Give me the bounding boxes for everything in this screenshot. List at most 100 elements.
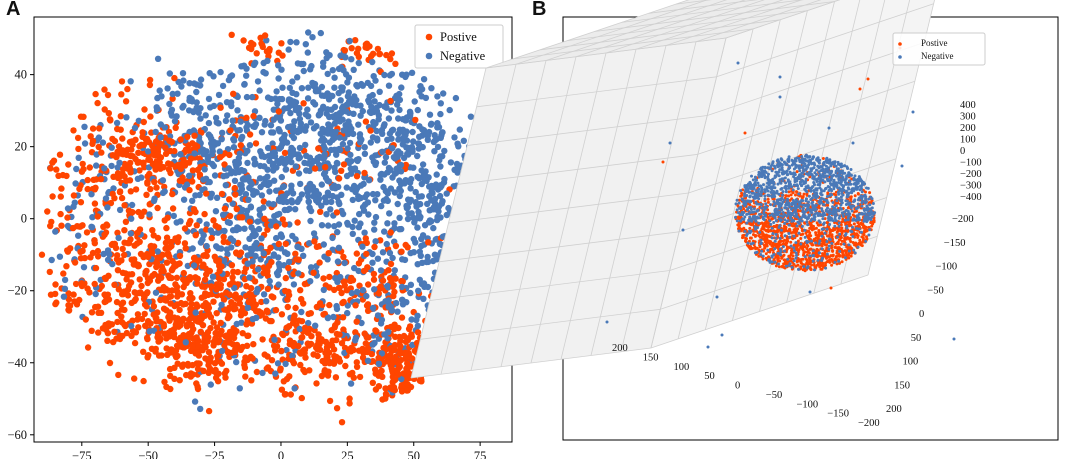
point-negative xyxy=(168,106,176,114)
point-positive xyxy=(78,168,86,175)
point-negative xyxy=(388,127,396,134)
point-positive xyxy=(167,161,175,168)
point-negative xyxy=(287,38,294,46)
point-negative xyxy=(218,301,225,308)
point-positive xyxy=(89,125,97,132)
y-tick-label: −60 xyxy=(7,428,27,442)
point-positive xyxy=(812,224,815,228)
point-positive xyxy=(84,285,91,292)
point-positive xyxy=(197,328,204,335)
point-positive xyxy=(390,359,397,366)
point-negative xyxy=(331,74,338,81)
point-negative xyxy=(439,198,446,205)
point-negative xyxy=(352,188,359,196)
point-positive xyxy=(402,338,410,345)
point-negative xyxy=(415,287,422,294)
point-positive xyxy=(763,246,767,250)
point-positive xyxy=(74,134,82,142)
point-negative xyxy=(431,183,439,191)
point-positive xyxy=(234,268,241,276)
point-positive xyxy=(400,370,407,377)
point-negative xyxy=(317,29,324,37)
point-negative xyxy=(220,173,227,180)
point-positive xyxy=(769,240,773,244)
point-negative xyxy=(75,232,82,239)
point-positive xyxy=(281,149,289,157)
point-negative xyxy=(273,234,280,242)
point-positive xyxy=(65,161,72,168)
point-positive xyxy=(364,345,371,353)
point-positive xyxy=(172,124,179,131)
point-positive xyxy=(865,235,868,239)
point-positive xyxy=(338,340,346,347)
point-positive xyxy=(282,287,289,295)
point-negative xyxy=(189,197,196,204)
point-negative xyxy=(100,250,107,258)
point-negative xyxy=(289,78,296,85)
point-positive xyxy=(826,259,830,263)
point-positive xyxy=(840,260,844,264)
point-negative xyxy=(313,123,320,130)
point-negative xyxy=(335,244,343,251)
point-positive xyxy=(180,276,187,283)
point-positive xyxy=(221,205,229,212)
point-positive xyxy=(353,250,360,257)
point-positive xyxy=(158,274,165,281)
point-negative xyxy=(391,155,399,162)
point-positive xyxy=(243,283,250,290)
point-negative xyxy=(417,83,424,90)
point-positive xyxy=(282,391,289,398)
point-positive xyxy=(402,241,409,249)
point-negative xyxy=(376,88,383,96)
point-positive xyxy=(308,333,315,340)
point-negative xyxy=(424,283,432,291)
point-negative xyxy=(424,253,431,261)
point-negative xyxy=(347,380,355,387)
point-negative xyxy=(283,346,290,354)
point-positive xyxy=(820,267,824,271)
point-negative xyxy=(313,196,320,204)
y-tick-label: −40 xyxy=(7,356,27,370)
point-positive xyxy=(816,262,820,266)
point-negative xyxy=(101,165,108,172)
point-positive xyxy=(425,239,432,246)
point-positive xyxy=(389,367,396,375)
point-positive xyxy=(862,226,866,230)
point-negative xyxy=(192,192,199,199)
point-negative xyxy=(396,106,403,114)
point-positive xyxy=(872,218,876,222)
point-positive xyxy=(101,86,108,93)
point-negative xyxy=(359,203,367,211)
point-negative xyxy=(454,164,462,172)
point-negative xyxy=(379,249,387,256)
point-positive xyxy=(776,242,780,246)
point-negative xyxy=(431,132,438,139)
point-positive xyxy=(838,238,842,242)
point-positive xyxy=(364,307,372,314)
point-positive xyxy=(336,331,343,338)
point-negative xyxy=(407,289,414,297)
point-positive xyxy=(406,323,414,330)
point-negative xyxy=(359,243,366,250)
point-positive xyxy=(764,252,768,256)
point-negative xyxy=(451,134,458,141)
point-positive xyxy=(49,193,56,200)
point-negative xyxy=(80,264,88,271)
point-positive xyxy=(217,281,224,289)
point-negative xyxy=(331,146,338,153)
point-negative xyxy=(214,140,222,147)
point-positive xyxy=(392,242,400,250)
point-positive xyxy=(797,209,801,213)
point-positive xyxy=(313,380,320,387)
point-negative xyxy=(343,184,350,191)
point-negative xyxy=(278,173,285,181)
point-negative xyxy=(851,225,854,229)
point-negative xyxy=(291,100,298,107)
point-negative xyxy=(374,312,382,319)
point-negative xyxy=(318,181,325,188)
point-positive xyxy=(87,254,94,261)
point-positive xyxy=(208,234,215,242)
point-negative xyxy=(154,105,161,113)
point-positive xyxy=(227,127,234,134)
